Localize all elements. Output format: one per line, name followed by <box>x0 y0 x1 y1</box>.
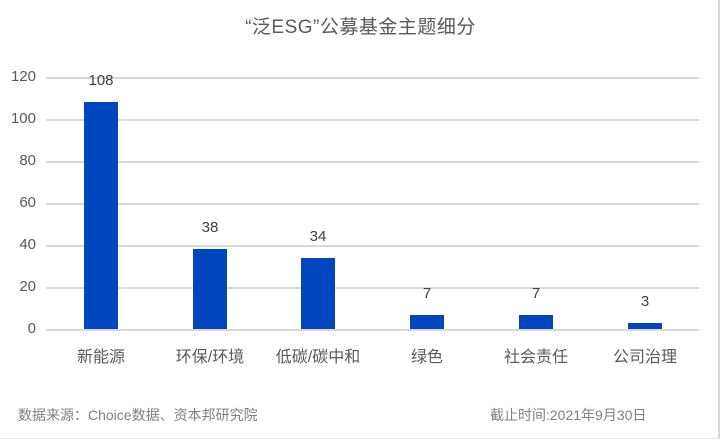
gridline-40 <box>46 245 699 247</box>
gridline-60 <box>46 203 699 205</box>
y-tick-80: 80 <box>19 152 36 169</box>
gridline-20 <box>46 287 699 289</box>
gridline-80 <box>46 161 699 163</box>
axis-baseline <box>46 329 699 331</box>
gridline-100 <box>46 119 699 121</box>
bar-shehui[interactable] <box>519 315 553 329</box>
x-label: 环保/环境 <box>175 349 245 366</box>
data-label: 108 <box>88 72 114 89</box>
gridline-120 <box>46 77 699 79</box>
x-label: 低碳/碳中和 <box>275 349 361 366</box>
data-label: 38 <box>201 219 219 236</box>
bar-lvse[interactable] <box>410 315 444 329</box>
bar-huanbao[interactable] <box>193 249 227 329</box>
x-label: 社会责任 <box>503 349 568 366</box>
data-label: 34 <box>309 228 327 245</box>
y-tick-60: 60 <box>19 194 36 211</box>
plot-area <box>46 77 699 331</box>
y-tick-40: 40 <box>19 236 36 253</box>
date-note: 截止时间:2021年9月30日 <box>490 407 647 423</box>
bar-gongsi[interactable] <box>628 323 662 329</box>
data-label: 7 <box>422 285 432 302</box>
y-tick-0: 0 <box>27 320 36 337</box>
data-label: 3 <box>640 293 650 310</box>
chart-title: “泛ESG”公募基金主题细分 <box>245 17 476 38</box>
y-tick-120: 120 <box>10 68 36 85</box>
x-label: 绿色 <box>410 349 443 366</box>
x-label: 新能源 <box>76 349 125 366</box>
x-label: 公司治理 <box>612 349 677 366</box>
data-label: 7 <box>531 285 541 302</box>
bar-xinnengyuan[interactable] <box>84 102 118 329</box>
bar-ditan[interactable] <box>301 258 335 329</box>
y-tick-20: 20 <box>19 278 36 295</box>
source-note: 数据来源：Choice数据、资本邦研究院 <box>18 407 258 423</box>
y-tick-100: 100 <box>10 110 36 127</box>
